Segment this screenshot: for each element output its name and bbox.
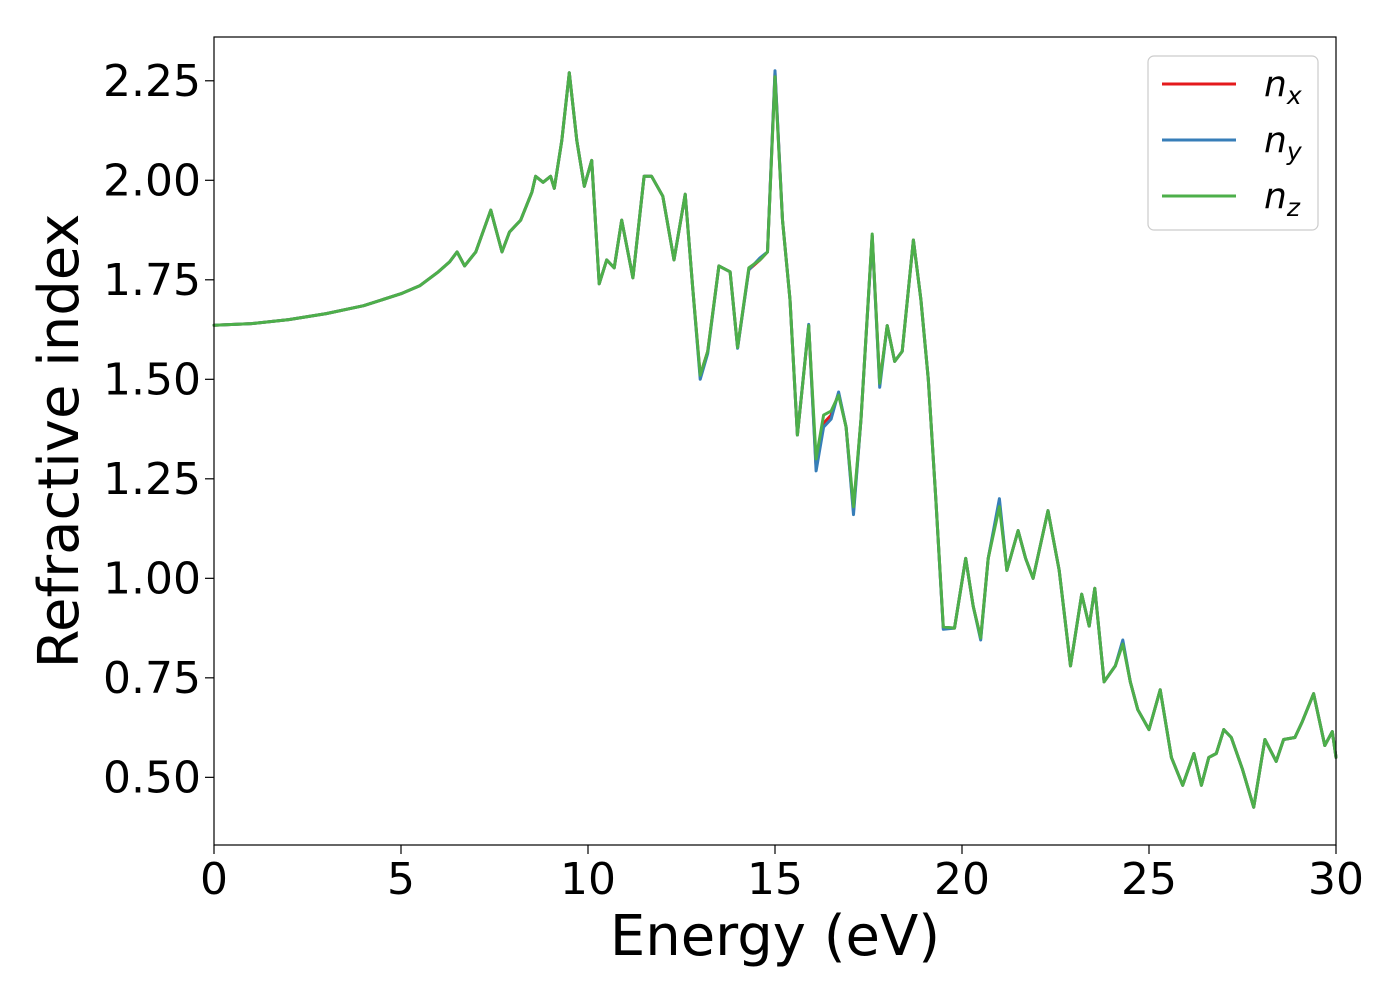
y-tick-label: 1.00 [103,553,201,604]
y-tick-label: 2.25 [103,56,201,107]
x-tick-label: 15 [747,854,803,905]
x-tick-label: 10 [560,854,616,905]
x-tick-label: 30 [1308,854,1364,905]
x-tick-label: 25 [1121,854,1177,905]
series-layer [212,69,1338,809]
legend: nx ny nz [1147,55,1319,231]
y-tick-label: 2.00 [103,155,201,206]
y-tick-label: 1.75 [103,255,201,306]
legend-label-nz: nz [1264,176,1301,222]
x-axis-title: Energy (eV) [610,904,940,969]
y-tick-label: 1.50 [103,354,201,405]
y-tick-label: 1.25 [103,454,201,505]
y-axis-title: Refractive index [27,214,92,669]
legend-label-nx: nx [1264,64,1302,110]
x-tick-label: 0 [200,854,228,905]
y-tick-label: 0.75 [103,653,201,704]
x-axis: 0 5 10 15 20 25 30 [200,845,1364,905]
y-tick-label: 0.50 [103,752,201,803]
y-axis: 0.50 0.75 1.00 1.25 1.50 1.75 2.00 2.25 [103,56,214,803]
x-tick-label: 5 [387,854,415,905]
legend-label-ny: ny [1264,120,1303,166]
legend-box [1147,55,1319,231]
x-tick-label: 20 [934,854,990,905]
series-line-nz [212,71,1338,809]
